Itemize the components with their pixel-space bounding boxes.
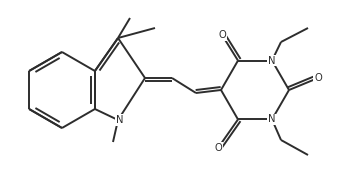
Text: O: O <box>214 143 222 153</box>
Text: O: O <box>314 73 322 83</box>
Text: N: N <box>268 114 276 124</box>
Text: N: N <box>116 115 124 125</box>
Text: N: N <box>268 56 276 66</box>
Text: O: O <box>218 30 226 40</box>
